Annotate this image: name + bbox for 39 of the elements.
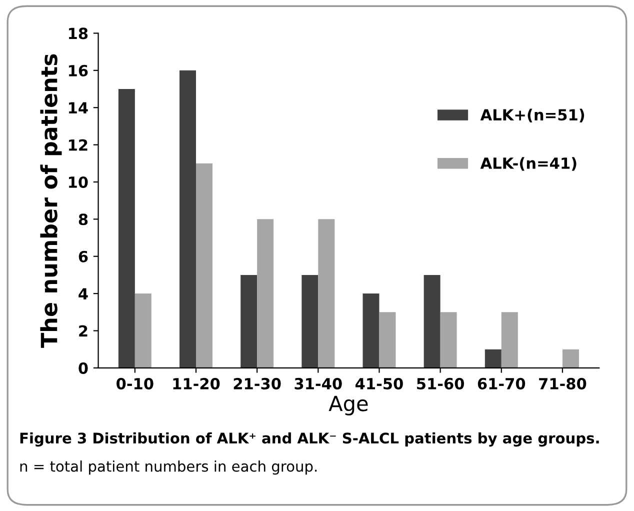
x-tick-label: 11-20 — [173, 378, 220, 390]
bar — [440, 312, 457, 368]
y-tick-label: 6 — [78, 250, 88, 262]
x-tick-label: 51-60 — [417, 378, 464, 390]
y-tick-label: 16 — [69, 64, 88, 76]
bar — [562, 349, 579, 368]
x-tick-label: 41-50 — [356, 378, 403, 390]
x-tick-label: 71-80 — [539, 378, 586, 390]
bar — [118, 89, 135, 368]
y-tick-label: 10 — [69, 176, 88, 188]
legend-label: ALK-(n=41) — [480, 157, 576, 171]
text: n = total patient numbers in each group. — [20, 460, 317, 475]
caption: Figure 3 Distribution of ALK⁺ and ALK⁻ S-ALCL patients by age groups. — [20, 432, 599, 447]
bar — [134, 294, 152, 368]
legend-label: ALK+(n=51) — [480, 108, 584, 122]
bar — [240, 274, 258, 368]
y-tick-label: 14 — [69, 102, 88, 114]
x-tick-label: 21-30 — [234, 378, 281, 390]
x-tick-label: 61-70 — [478, 378, 526, 390]
bar — [379, 312, 396, 368]
y-tick-label: 2 — [79, 325, 88, 337]
bar — [196, 163, 212, 368]
bar — [180, 70, 196, 368]
y-axis-title: The number of patients — [40, 54, 62, 348]
y-tick-label: 12 — [69, 139, 88, 151]
y-tick-label: 4 — [78, 288, 88, 300]
bar — [302, 274, 318, 368]
x-tick-label: 31-40 — [294, 378, 342, 390]
bar — [424, 274, 440, 368]
bar — [257, 219, 274, 368]
y-tick-label: 18 — [69, 28, 88, 40]
bar — [318, 219, 335, 368]
bar — [501, 312, 518, 368]
y-tick-label: 0 — [78, 362, 88, 374]
x-axis-title: Age — [328, 396, 368, 416]
y-tick-label: 8 — [78, 214, 88, 226]
bar — [484, 349, 502, 368]
x-tick-label: 0-10 — [116, 378, 154, 390]
bar — [362, 294, 380, 368]
